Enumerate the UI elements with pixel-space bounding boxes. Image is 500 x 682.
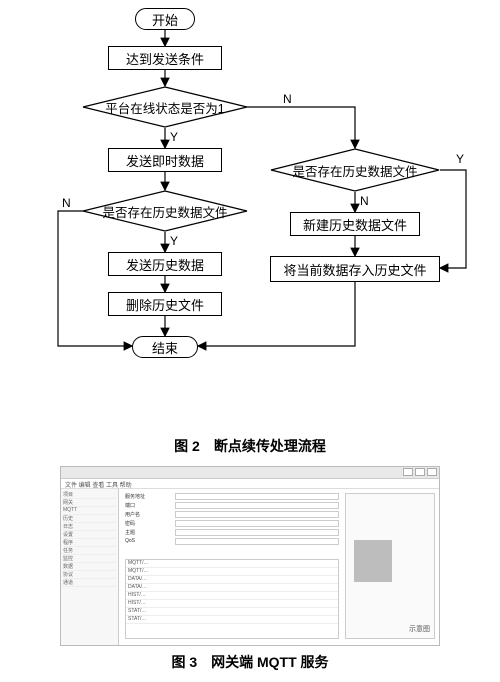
node-cond-reached-label: 达到发送条件 [126,49,204,68]
figure-2-caption: 图 2 断点续传处理流程 [0,436,500,456]
edge-label-online-n: N [283,92,292,106]
node-send-hist-label: 发送历史数据 [126,255,204,274]
node-end-label: 结束 [152,338,178,357]
sidebar-item[interactable]: 项目 [63,491,116,499]
node-new-file: 新建历史数据文件 [290,212,420,236]
form-row: 用户名 [125,511,339,520]
window-close-button[interactable] [427,468,437,476]
window-titlebar [61,467,439,479]
node-send-hist: 发送历史数据 [108,252,222,276]
node-send-now: 发送即时数据 [108,148,222,172]
form-label: 服务地址 [125,493,171,502]
sidebar-item[interactable]: 历史 [63,515,116,523]
grid-row[interactable]: DATA/… [126,584,338,592]
node-dec-hist-left-label: 是否存在历史数据文件 [102,202,227,221]
sidebar-item[interactable]: 设置 [63,531,116,539]
sidebar[interactable]: 项目网关MQTT历史日志设置程序任务监控数据协议通道 [61,489,119,645]
node-start: 开始 [135,8,195,30]
grid-row[interactable]: STAT/… [126,608,338,616]
grid-row[interactable]: HIST/… [126,592,338,600]
figure-3-caption: 图 3 网关端 MQTT 服务 [0,652,500,672]
form-panel: 服务地址端口用户名密码主题QoS [125,493,339,547]
node-end: 结束 [132,336,198,358]
form-row: 端口 [125,502,339,511]
flowchart-edges [0,0,500,430]
form-input[interactable] [175,538,339,545]
form-input[interactable] [175,529,339,536]
grid-row[interactable]: STAT/… [126,616,338,624]
form-input[interactable] [175,502,339,509]
form-row: 主题 [125,529,339,538]
sidebar-item[interactable]: 网关 [63,499,116,507]
form-row: 密码 [125,520,339,529]
edge-label-online-y: Y [170,130,178,144]
form-label: 用户名 [125,511,171,520]
form-input[interactable] [175,520,339,527]
node-dec-online: 平台在线状态是否为1 [82,86,248,128]
sidebar-item[interactable]: 数据 [63,563,116,571]
sidebar-item[interactable]: 任务 [63,547,116,555]
form-label: 端口 [125,502,171,511]
form-input[interactable] [175,511,339,518]
node-dec-hist-left: 是否存在历史数据文件 [82,190,248,232]
node-dec-online-label: 平台在线状态是否为1 [105,98,224,117]
node-start-label: 开始 [152,10,178,29]
node-cond-reached: 达到发送条件 [108,46,222,70]
sidebar-item[interactable]: 通道 [63,579,116,587]
form-label: 密码 [125,520,171,529]
main-panel: 服务地址端口用户名密码主题QoS MQTT/…MQTT/…DATA/…DATA/… [119,489,439,645]
form-input[interactable] [175,493,339,500]
window-min-button[interactable] [403,468,413,476]
node-new-file-label: 新建历史数据文件 [303,215,407,234]
figure-3-screenshot: 文件 编辑 查看 工具 帮助 项目网关MQTT历史日志设置程序任务监控数据协议通… [60,466,440,646]
node-del-hist: 删除历史文件 [108,292,222,316]
form-row: 服务地址 [125,493,339,502]
node-save-file-label: 将当前数据存入历史文件 [283,260,426,279]
grid-row[interactable]: DATA/… [126,576,338,584]
node-dec-hist-right-label: 是否存在历史数据文件 [292,161,417,180]
grid-row[interactable]: HIST/… [126,600,338,608]
sidebar-item[interactable]: 监控 [63,555,116,563]
node-dec-hist-right: 是否存在历史数据文件 [270,148,440,192]
edge-label-histr-y: Y [456,152,464,166]
window-max-button[interactable] [415,468,425,476]
sidebar-item[interactable]: 协议 [63,571,116,579]
node-del-hist-label: 删除历史文件 [126,295,204,314]
node-send-now-label: 发送即时数据 [126,151,204,170]
grid-row[interactable]: MQTT/… [126,568,338,576]
edge-label-histl-n: N [62,196,71,210]
figure-2-flowchart: 开始 达到发送条件 平台在线状态是否为1 发送即时数据 是否存在历史数据文件 发… [0,0,500,430]
right-panel-symbol: 示意图 [409,624,430,634]
edge-label-histr-n: N [360,194,369,208]
node-save-file: 将当前数据存入历史文件 [270,256,440,282]
data-grid[interactable]: MQTT/…MQTT/…DATA/…DATA/…HIST/…HIST/…STAT… [125,559,339,639]
form-label: 主题 [125,529,171,538]
edge-label-histl-y: Y [170,234,178,248]
sidebar-item[interactable]: 日志 [63,523,116,531]
form-label: QoS [125,538,171,547]
menubar[interactable]: 文件 编辑 查看 工具 帮助 [61,479,439,489]
sidebar-item[interactable]: MQTT [63,507,116,515]
form-row: QoS [125,538,339,547]
grid-row[interactable]: MQTT/… [126,560,338,568]
right-panel: 示意图 [345,493,435,639]
sidebar-item[interactable]: 程序 [63,539,116,547]
preview-block [354,540,392,582]
